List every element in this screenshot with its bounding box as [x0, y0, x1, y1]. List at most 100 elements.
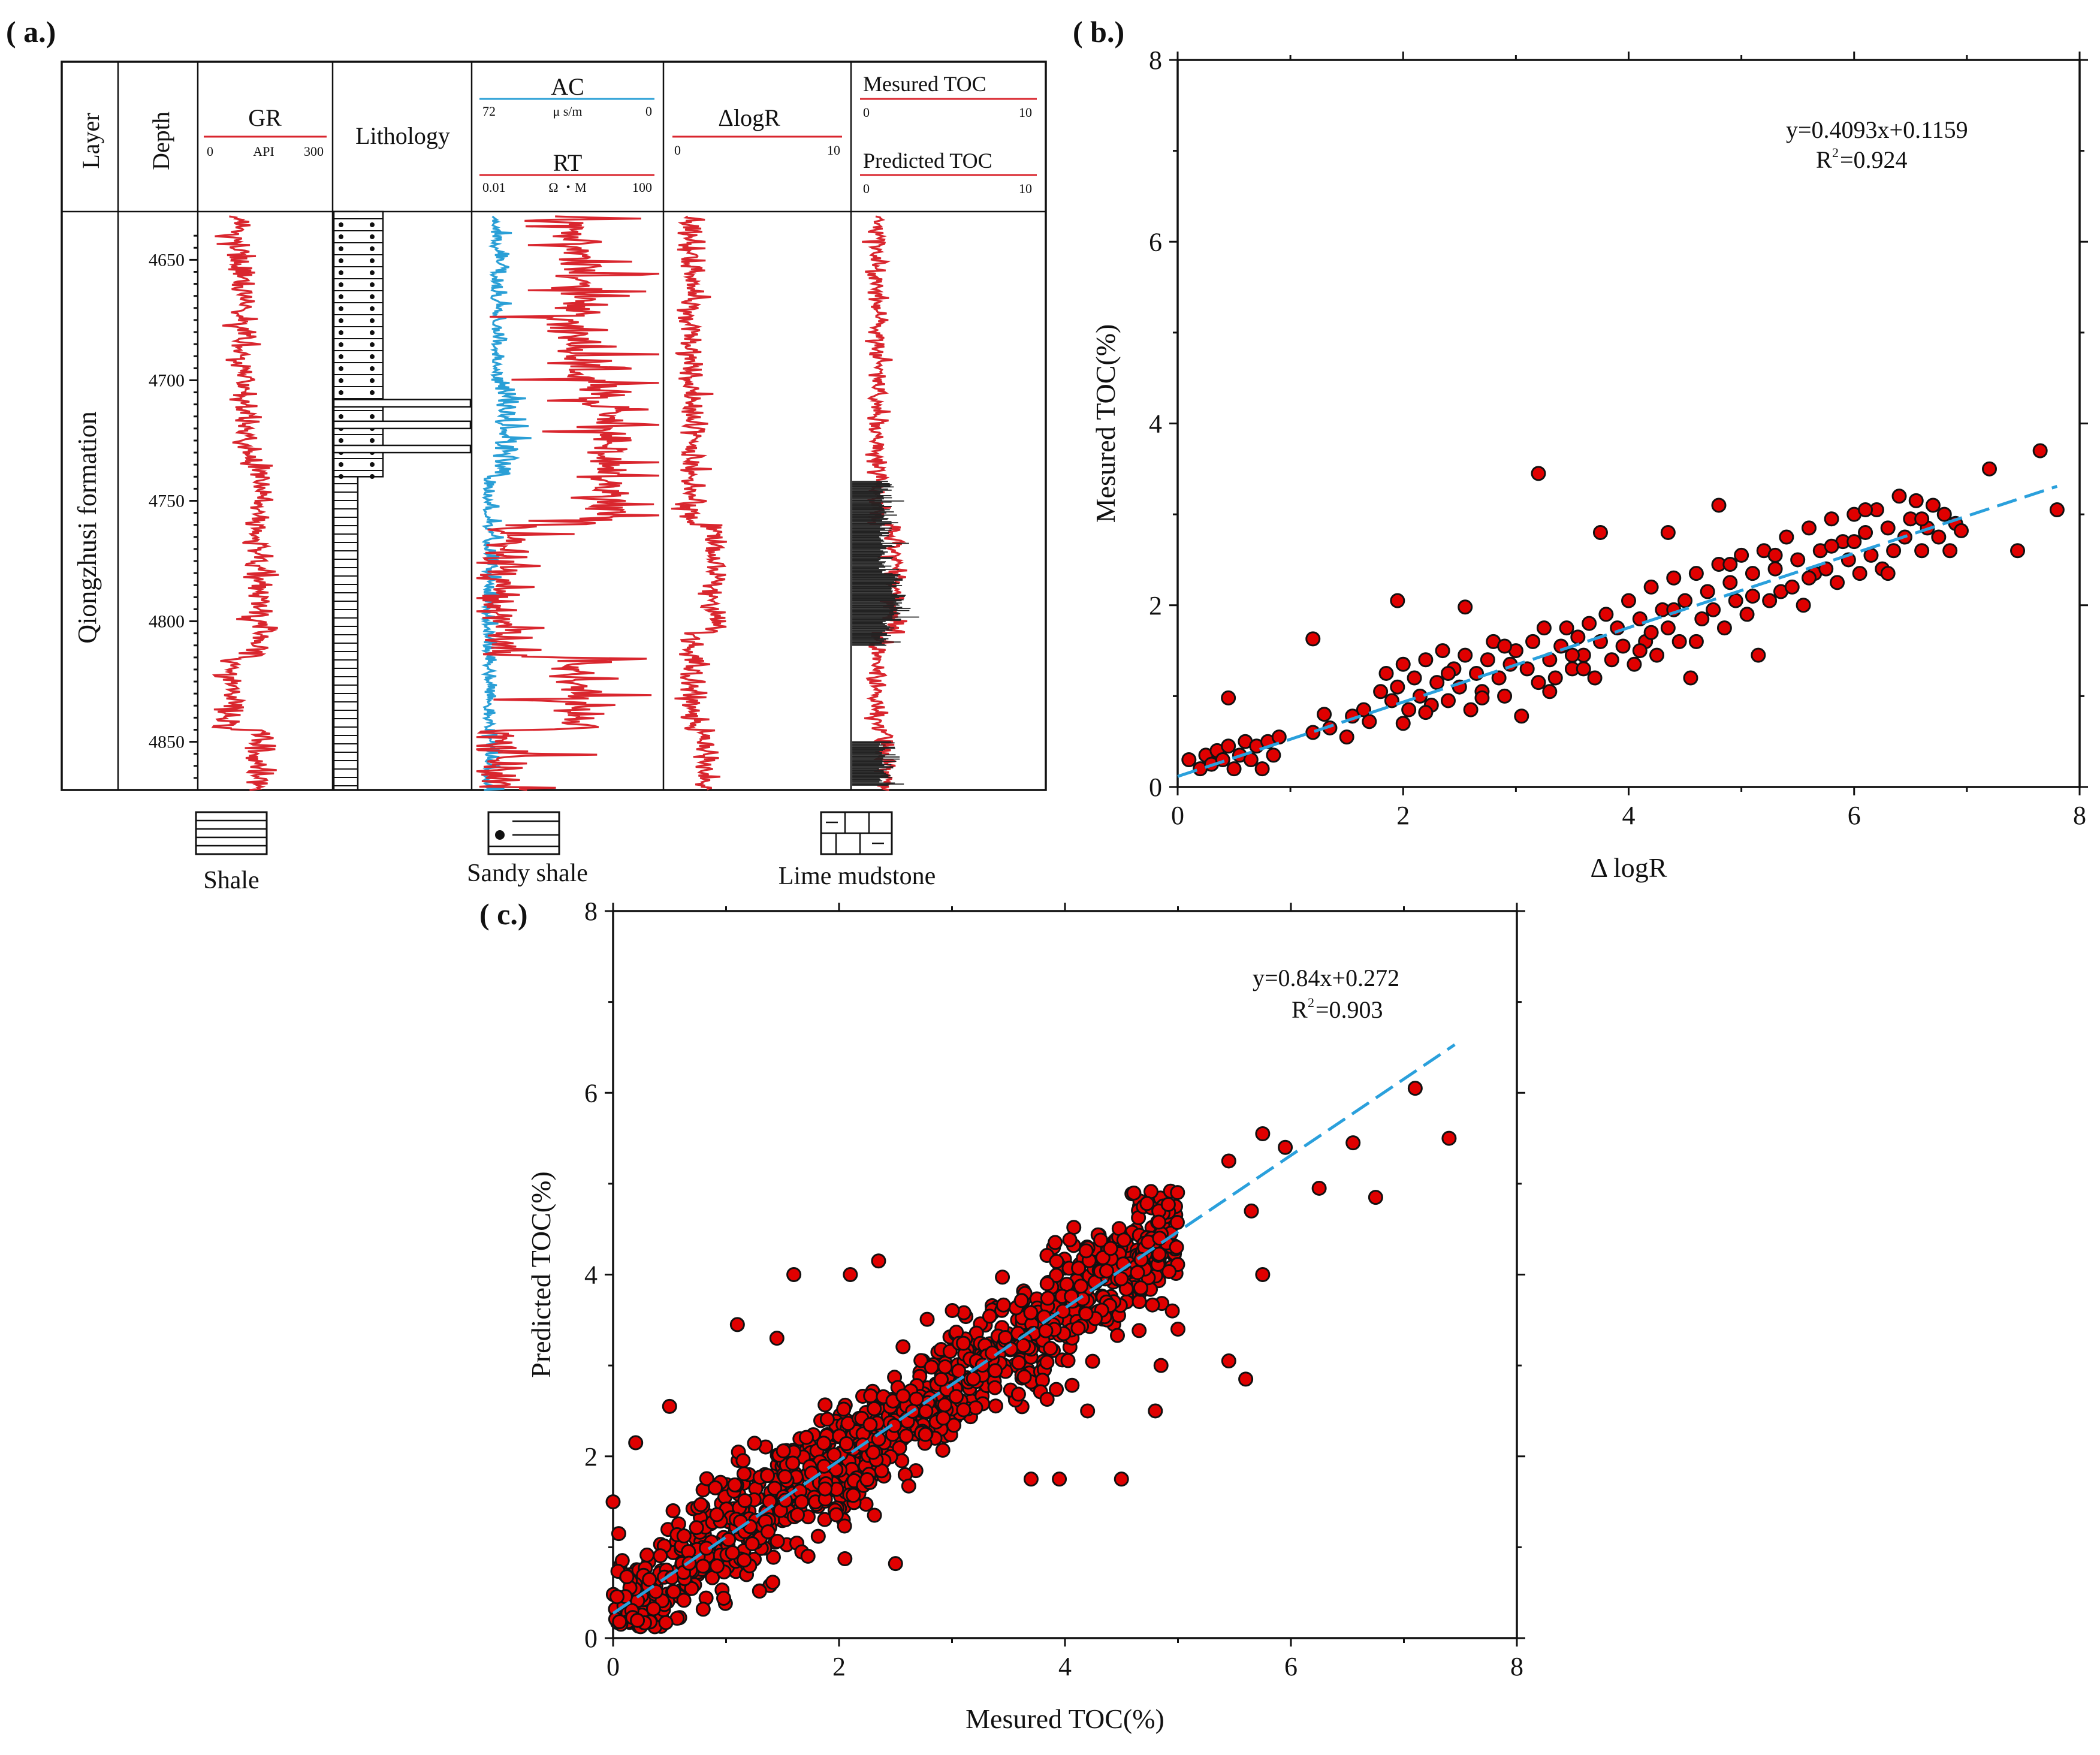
chart-c-data-point — [737, 1493, 753, 1509]
chart-b-data-point — [1469, 665, 1485, 681]
chart-b-data-point — [1491, 670, 1507, 686]
chart-c-data-point — [1103, 1241, 1118, 1256]
chart-b-data-point — [1908, 493, 1924, 508]
chart-b-data-point — [1739, 607, 1755, 622]
chart-c-data-point — [956, 1402, 971, 1418]
chart-b-data-point — [1547, 670, 1563, 686]
chart-c-data-point — [1145, 1297, 1160, 1313]
chart-b-data-point — [1880, 520, 1896, 536]
chart-c-data-point — [770, 1533, 785, 1549]
chart-c-data-point — [909, 1391, 924, 1407]
chart-c-data-point — [1139, 1196, 1155, 1211]
measured-toc-min: 0 — [863, 105, 870, 120]
panel-b-r2-label: R — [1816, 146, 1832, 173]
chart-b-data-point — [1615, 638, 1631, 654]
chart-c-data-point — [1070, 1320, 1086, 1336]
chart-b-data-point — [1914, 543, 1930, 559]
chart-c-data-point — [662, 1398, 677, 1414]
chart-b-data-point — [1497, 638, 1513, 654]
chart-b-data-point — [1942, 543, 1958, 559]
panel-c-label: ( c.) — [479, 897, 528, 931]
chart-c-data-point — [942, 1344, 958, 1359]
chart-b-data-point — [1463, 702, 1479, 717]
chart-c-data-point — [645, 1601, 661, 1617]
chart-c-data-point — [666, 1584, 681, 1599]
chart-c-data-point — [1023, 1471, 1039, 1487]
ac-unit: μ s/m — [553, 104, 582, 119]
chart-c-data-point — [1043, 1340, 1058, 1356]
chart-c-y-tick-label: 0 — [584, 1624, 598, 1653]
scatter-chart-dlogr-vs-toc: 0 2 4 6 8 0 2 4 6 8 Δ logR Mesured TOC(%) — [1090, 46, 2088, 883]
rt-header-title: RT — [553, 149, 583, 176]
chart-c-data-point — [1055, 1304, 1071, 1319]
chart-b-data-point — [1254, 761, 1270, 777]
chart-c-data-point — [752, 1584, 767, 1599]
chart-b-data-point — [1536, 620, 1552, 636]
chart-c-data-point — [817, 1481, 833, 1497]
chart-c-data-point — [1039, 1276, 1055, 1292]
chart-c-data-point — [1114, 1271, 1129, 1287]
chart-c-data-point — [865, 1445, 881, 1460]
panel-b-equation: y=0.4093x+0.1159 — [1786, 116, 1968, 143]
chart-c-data-point — [695, 1558, 711, 1574]
chart-c-data-point — [867, 1507, 882, 1523]
predicted-toc-min: 0 — [863, 181, 870, 196]
panel-b-r2: R 2 =0.924 — [1816, 145, 1908, 173]
chart-b-data-point — [1497, 688, 1513, 704]
measured-toc-header-title: Mesured TOC — [863, 72, 986, 96]
scatter-chart-measured-vs-predicted: 0 2 4 6 8 0 2 4 6 8 Mesured TOC(%) Predicted TOC(%) — [526, 897, 1525, 1734]
chart-c-data-point — [1133, 1280, 1148, 1296]
chart-b-data-point — [1683, 670, 1698, 686]
chart-b-x-tick-label: 6 — [1848, 801, 1861, 830]
chart-c-data-point — [1221, 1153, 1236, 1169]
ac-curve — [480, 215, 532, 791]
chart-c-data-point — [1170, 1321, 1185, 1337]
chart-c-data-point — [898, 1428, 914, 1444]
chart-b-data-point — [1474, 690, 1490, 705]
chart-c-data-point — [1013, 1293, 1029, 1308]
ac-header-title: AC — [551, 73, 584, 100]
chart-c-data-point — [1255, 1126, 1271, 1141]
shale-legend-item: Shale — [195, 811, 268, 894]
gr-curve — [211, 215, 279, 791]
chart-b-data-point — [1390, 679, 1405, 695]
panel-c-r2-sup: 2 — [1308, 995, 1314, 1010]
chart-c-data-point — [1011, 1355, 1027, 1370]
chart-b-data-point — [1931, 529, 1947, 545]
chart-b-data-point — [1925, 497, 1941, 513]
chart-c-data-point — [918, 1404, 934, 1419]
chart-c-data-point — [892, 1440, 907, 1455]
chart-c-y-tick-label: 8 — [584, 897, 598, 926]
chart-b-data-point — [1181, 752, 1197, 768]
chart-c-data-point — [619, 1569, 635, 1585]
chart-c-data-point — [1151, 1214, 1167, 1230]
chart-c-data-point — [699, 1471, 714, 1486]
chart-c-data-point — [1126, 1185, 1142, 1201]
panel-c-r2-label: R — [1292, 996, 1308, 1023]
chart-c-data-point — [995, 1297, 1011, 1313]
chart-c-data-point — [639, 1547, 655, 1563]
chart-c-data-point — [665, 1503, 681, 1519]
chart-b-data-point — [2032, 443, 2048, 459]
chart-b-data-point — [1734, 547, 1749, 563]
chart-b-y-tick-label: 2 — [1149, 591, 1162, 620]
chart-c-data-point — [790, 1507, 805, 1522]
chart-b-data-point — [1796, 598, 1811, 613]
chart-b-x-axis-title: Δ logR — [1590, 852, 1667, 883]
chart-c-data-point — [859, 1471, 875, 1487]
predicted-toc-curve — [862, 215, 907, 791]
chart-c-data-point — [1132, 1323, 1147, 1338]
chart-c-data-point — [836, 1401, 852, 1417]
chart-c-data-point — [1060, 1353, 1076, 1368]
lime-mudstone-legend-item: Lime mudstone — [779, 811, 936, 890]
chart-c-data-point — [1078, 1306, 1094, 1322]
chart-c-data-point — [1039, 1391, 1055, 1407]
dlogr-min: 0 — [674, 143, 681, 158]
chart-c-data-point — [1133, 1252, 1149, 1267]
chart-c-data-point — [785, 1455, 801, 1471]
chart-b-x-tick-label: 2 — [1396, 801, 1410, 830]
chart-b-data-point — [1480, 652, 1495, 668]
chart-b-data-point — [1525, 634, 1541, 649]
chart-c-data-point — [934, 1371, 949, 1387]
